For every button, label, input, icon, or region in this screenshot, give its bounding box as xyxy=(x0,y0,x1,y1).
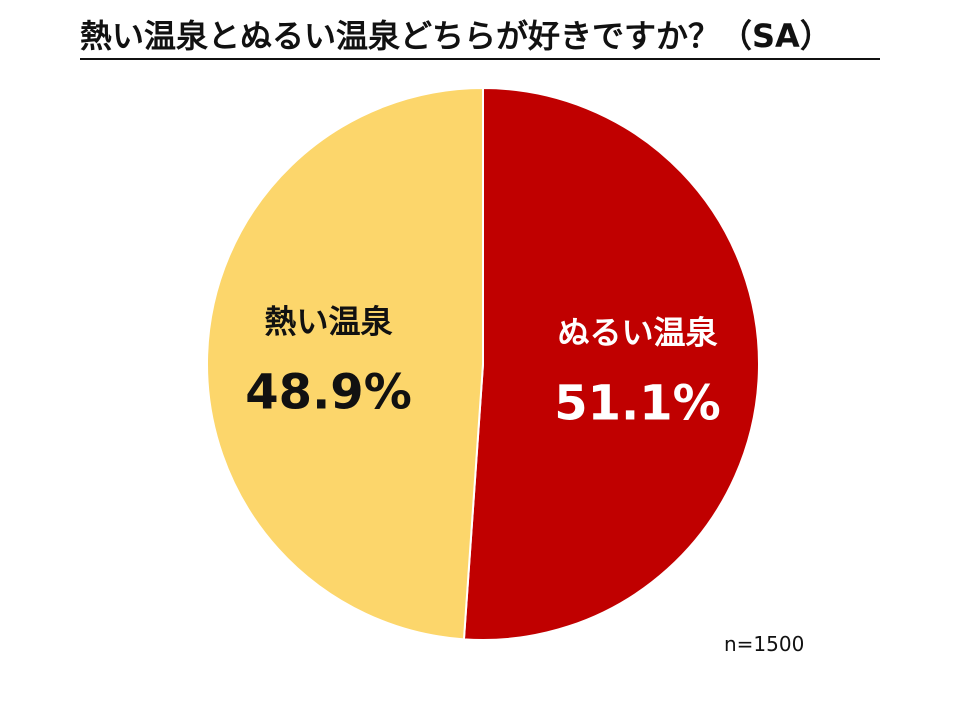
slice-value-1: 48.9% xyxy=(245,365,412,421)
pie-slice-0 xyxy=(462,86,760,641)
pie-slices xyxy=(206,86,760,641)
pie-labels: ぬるい温泉 51.1% 熱い温泉 48.9% xyxy=(245,303,720,432)
slice-label-1: 熱い温泉 xyxy=(265,303,393,341)
slice-value-0: 51.1% xyxy=(554,375,721,431)
title-underline xyxy=(80,58,880,60)
chart-title: 熱い温泉とぬるい温泉どちらが好きですか？（SA） xyxy=(80,17,832,55)
slice-label-0: ぬるい温泉 xyxy=(557,313,717,351)
sample-size-note: n=1500 xyxy=(724,632,805,656)
pie-slice-1 xyxy=(206,86,484,641)
